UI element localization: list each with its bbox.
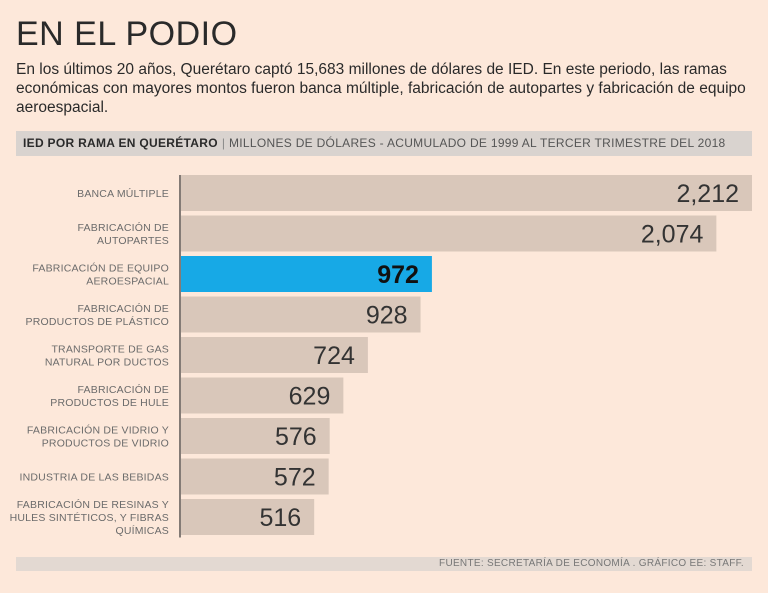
category-label-1: FABRICACIÓN DE AUTOPARTES bbox=[78, 221, 169, 247]
value-label-6: 576 bbox=[275, 423, 317, 451]
category-label-5: FABRICACIÓN DE PRODUCTOS DE HULE bbox=[50, 383, 169, 409]
bar-8 bbox=[181, 499, 315, 535]
bar-2 bbox=[181, 256, 432, 292]
source-text: FUENTE: SECRETARÍA DE ECONOMÍA . GRÁFICO… bbox=[439, 558, 744, 569]
chart-title: IED POR RAMA EN QUERÉTARO bbox=[23, 136, 218, 150]
intro-text: En los últimos 20 años, Querétaro captó … bbox=[16, 61, 746, 116]
category-label-6: FABRICACIÓN DE VIDRIO Y PRODUCTOS DE VIDR… bbox=[27, 424, 169, 450]
source-footer: FUENTE: SECRETARÍA DE ECONOMÍA . GRÁFICO… bbox=[16, 557, 752, 571]
category-label-2: FABRICACIÓN DE EQUIPO AEROESPACIAL bbox=[32, 262, 169, 288]
value-label-5: 629 bbox=[289, 383, 331, 411]
chart-description: MILLONES DE DÓLARES - ACUMULADO DE 1999 … bbox=[228, 136, 726, 150]
bar-5 bbox=[181, 377, 344, 414]
bar-1 bbox=[181, 215, 717, 252]
chart-subheader: IED POR RAMA EN QUERÉTARO | MILLONES DE DÓ… bbox=[16, 131, 752, 156]
value-label-0: 2,212 bbox=[676, 180, 739, 208]
category-label-7: INDUSTRIA DE LAS BEBIDAS bbox=[19, 472, 169, 484]
bar-6 bbox=[181, 418, 330, 454]
value-label-2: 972 bbox=[377, 261, 419, 289]
value-label-1: 2,074 bbox=[641, 221, 704, 249]
category-label-3: FABRICACIÓN DE PRODUCTOS DE PLÁSTICO bbox=[26, 302, 169, 328]
bar-4 bbox=[181, 337, 368, 373]
category-label-0: BANCA MÚLTIPLE bbox=[77, 187, 169, 200]
page-title: EN EL PODIO bbox=[16, 15, 238, 53]
subheader-separator: | bbox=[221, 136, 225, 150]
value-label-7: 572 bbox=[274, 464, 316, 492]
value-label-8: 516 bbox=[259, 504, 301, 532]
bar-0 bbox=[181, 175, 752, 211]
value-label-3: 928 bbox=[366, 302, 408, 330]
bar-3 bbox=[181, 296, 421, 333]
category-label-4: TRANSPORTE DE GAS NATURAL POR DUCTOS bbox=[45, 344, 169, 369]
category-label-8: FABRICACIÓN DE RESINAS Y HULES SINTÉTICOS… bbox=[10, 498, 169, 537]
bar-7 bbox=[181, 458, 329, 495]
value-label-4: 724 bbox=[313, 342, 355, 370]
